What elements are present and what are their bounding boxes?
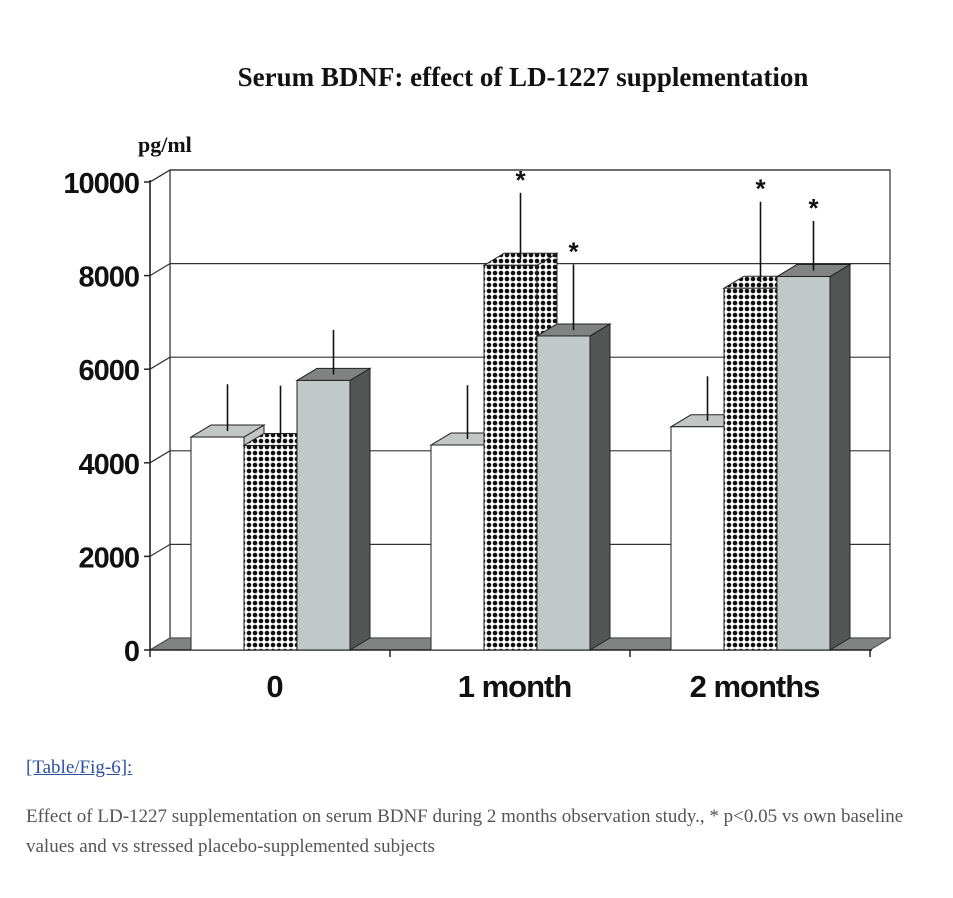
bar [190,436,245,651]
y-tick-label: 8000 [78,262,139,294]
figure-caption: Effect of LD-1227 supplementation on ser… [26,806,904,857]
bar-side [829,263,851,651]
y-axis-unit-label: pg/ml [138,132,192,157]
figure-reference-link[interactable]: [Table/Fig-6]: [26,757,133,778]
bar [776,276,831,651]
plot-area: 0 2000 4000 6000 8000 10000 0 * * 1 month * * 2 mont… [63,165,892,704]
bdnf-bar-chart: Serum BDNF: effect of LD-1227 supplement… [63,62,892,704]
y-tick-label: 4000 [78,449,139,481]
gridline-side [149,263,171,277]
bar [243,444,298,651]
x-category-label: 2 months [690,669,820,704]
significance-marker: * [568,236,579,266]
y-tick-label: 6000 [78,355,139,387]
y-tick-label: 0 [124,636,139,668]
gridline-side [149,543,171,557]
bar [723,287,778,651]
y-tick-label: 10000 [63,168,139,200]
bar [670,426,725,651]
significance-marker: * [808,193,819,223]
gridline-side [149,169,171,183]
bar-side [589,323,611,651]
chart-title: Serum BDNF: effect of LD-1227 supplement… [238,62,809,92]
bar [536,335,591,651]
side-wall [149,168,171,652]
bar [483,264,538,651]
significance-marker: * [515,165,526,195]
bar-side [349,367,371,651]
bar [430,444,485,651]
x-category-label: 0 [266,669,282,704]
x-category-label: 1 month [458,669,572,704]
significance-marker: * [755,174,766,204]
y-tick-label: 2000 [78,542,139,574]
gridline-side [149,450,171,464]
gridline-side [149,356,171,370]
bar [296,379,351,651]
